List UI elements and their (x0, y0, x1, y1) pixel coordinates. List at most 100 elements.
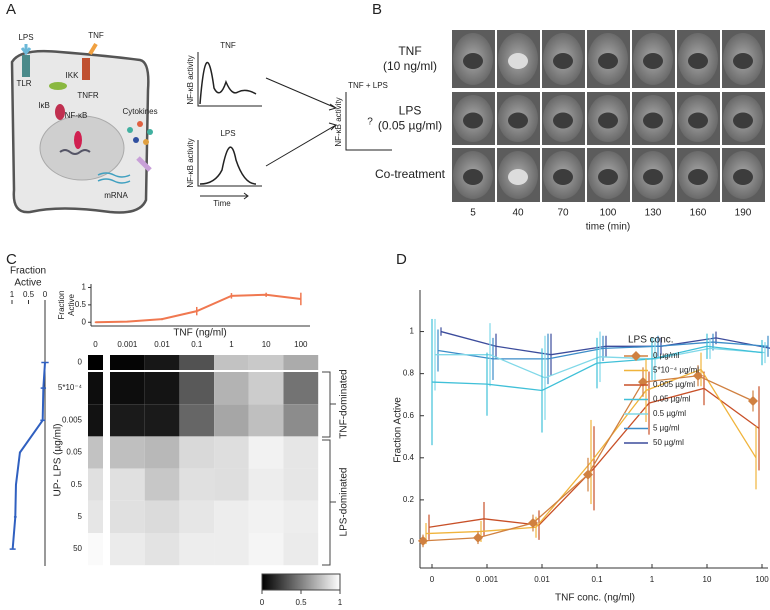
label: mRNA (104, 191, 128, 200)
x-tick-label: 0.001 (117, 340, 138, 349)
arrow (136, 156, 152, 172)
axis-label: TNF (ng/ml) (173, 328, 226, 339)
x-tick-label: 1 (10, 290, 15, 299)
heatmap-cell (283, 404, 319, 437)
legend-label: 5*10⁻⁴ µg/ml (653, 366, 699, 375)
x-tick-label: 10 (262, 340, 271, 349)
label: TNFR (77, 91, 99, 100)
mrna-strand (97, 172, 131, 184)
y-tick-label: 1 (82, 283, 87, 292)
nucleus (508, 169, 528, 185)
plot-title: TNF + LPS (348, 81, 388, 90)
colorbar (261, 573, 341, 591)
colorbar-tick-label: 0 (260, 598, 265, 607)
ikk (49, 82, 67, 90)
x-tick-label: 0.1 (591, 575, 603, 584)
heatmap-cell (283, 372, 319, 405)
x-tick-label: 10 (703, 575, 712, 584)
row-label: TNF (398, 44, 421, 58)
heatmap-cell (144, 355, 180, 370)
legend-label: 0.5 µg/ml (653, 409, 686, 418)
x-tick-label: 0.01 (154, 340, 170, 349)
y-tick-label: 1 (410, 327, 415, 336)
nucleus (553, 112, 573, 129)
nfkb (55, 104, 65, 120)
heatmap-cell (88, 436, 103, 469)
heatmap-cell (283, 500, 319, 533)
axis-label: Fraction (57, 291, 66, 320)
nucleus (643, 53, 663, 69)
arrow (88, 42, 98, 56)
legend-label: 5 µg/ml (653, 424, 680, 433)
nucleus (733, 53, 753, 69)
nucleus (508, 53, 528, 69)
time-label: 160 (690, 208, 707, 219)
heatmap-cell (179, 404, 215, 437)
panel-label: D (396, 251, 407, 268)
y-tick-label: 0 (82, 317, 87, 326)
time-label: 5 (470, 208, 476, 219)
axis-label: NF-κB activity (186, 55, 195, 104)
heatmap-cell (248, 533, 284, 566)
x-tick-label: 0.5 (23, 290, 35, 299)
nucleus (553, 53, 573, 69)
legend-marker (631, 351, 641, 361)
nucleus (598, 112, 618, 129)
nfkb (74, 131, 82, 149)
heatmap-cell (88, 372, 103, 405)
colorbar-tick-label: 1 (338, 598, 343, 607)
x-tick-label: 0 (43, 290, 48, 299)
time-label: 40 (512, 208, 524, 219)
x-tick-label: 0.1 (191, 340, 203, 349)
heatmap-cell (110, 355, 145, 370)
row-label: (10 ng/ml) (383, 59, 437, 73)
heatmap-cell (88, 404, 103, 437)
y-tick-label: 0.005 (62, 415, 83, 424)
heatmap-cell (248, 436, 284, 469)
legend-label: 0.05 µg/ml (653, 395, 691, 404)
label: LPS (18, 33, 33, 42)
y-tick-label: 0.5 (75, 300, 87, 309)
heatmap-cell (283, 436, 319, 469)
heatmap-cell (88, 500, 103, 533)
marker (418, 535, 428, 546)
y-tick-label: 0 (410, 537, 415, 546)
line (11, 362, 46, 550)
heatmap-cell (283, 468, 319, 501)
bracket (322, 371, 336, 566)
nucleus (688, 112, 708, 129)
heatmap-cell (283, 533, 319, 566)
y-tick-label: 0.8 (403, 369, 415, 378)
row-label: (0.05 µg/ml) (378, 119, 442, 133)
marker (583, 469, 593, 480)
heatmap-cell (110, 500, 145, 533)
heatmap-cell (283, 355, 319, 370)
mini-plots (197, 52, 392, 200)
heatmap-cell (88, 468, 103, 501)
nucleus (598, 169, 618, 185)
y-tick-label: 0.05 (66, 448, 82, 457)
y-tick-label: 0.4 (403, 453, 415, 462)
marker (748, 395, 758, 406)
heatmap-cell (179, 372, 215, 405)
cell-diagram (10, 42, 153, 214)
nucleus (463, 169, 483, 185)
heatmap-cell (214, 533, 249, 566)
heatmap-cell (110, 468, 145, 501)
label: TLR (16, 79, 31, 88)
heatmap-cell (110, 436, 145, 469)
y-tick-label: 5 (78, 512, 83, 521)
chart-title: Active (14, 278, 42, 289)
heatmap-cell (144, 533, 180, 566)
heatmap-cell (214, 372, 249, 405)
heatmap-cell (248, 355, 284, 370)
nucleus (598, 53, 618, 69)
nucleus (643, 112, 663, 129)
heatmap-cell (179, 436, 215, 469)
axis-label: NF-κB activity (334, 97, 343, 146)
x-tick-label: 0 (430, 575, 435, 584)
legend-label: 50 µg/ml (653, 438, 684, 447)
heatmap-cell (248, 404, 284, 437)
time-label: 130 (645, 208, 662, 219)
